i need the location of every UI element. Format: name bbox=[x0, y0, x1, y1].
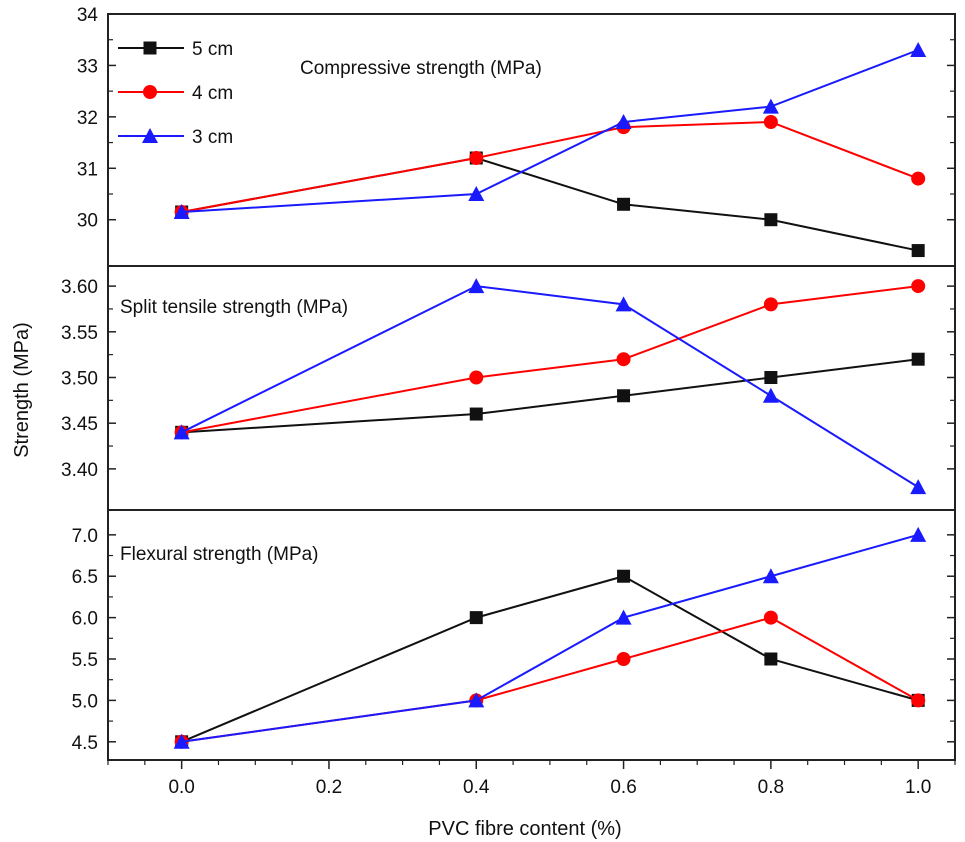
data-point-3cm bbox=[615, 609, 632, 625]
y-tick-label: 32 bbox=[77, 108, 98, 129]
data-point-3cm bbox=[468, 692, 485, 708]
x-tick-label: 0.6 bbox=[610, 777, 636, 798]
data-point-5cm bbox=[911, 244, 925, 258]
y-tick-label: 30 bbox=[77, 211, 98, 232]
data-point-3cm bbox=[173, 424, 190, 440]
panel-3: 4.5 5.0 5.5 6.0 6.5 7.0 Flexural strength (MPa… bbox=[72, 509, 956, 761]
data-point-3cm bbox=[910, 42, 927, 57]
data-point-3cm bbox=[910, 526, 927, 542]
y-tick-label: 3.40 bbox=[61, 460, 98, 481]
data-point-4cm bbox=[616, 352, 631, 367]
panel-frame bbox=[107, 13, 956, 267]
legend-item: 4 cm bbox=[118, 83, 233, 104]
data-point-5cm bbox=[469, 407, 483, 421]
legend-marker bbox=[143, 41, 157, 55]
y-tick-label: 3.50 bbox=[61, 368, 98, 389]
panel-title: Split tensile strength (MPa) bbox=[120, 297, 348, 318]
legend-label: 3 cm bbox=[192, 127, 233, 148]
y-tick-label: 34 bbox=[77, 5, 99, 26]
data-point-3cm bbox=[468, 278, 485, 294]
data-point-3cm bbox=[762, 387, 779, 403]
y-tick-label: 7.0 bbox=[72, 526, 98, 547]
x-tick-label: 0.0 bbox=[168, 777, 194, 798]
y-tick-label: 4.5 bbox=[72, 733, 98, 754]
data-point-5cm bbox=[469, 611, 483, 625]
data-point-4cm bbox=[763, 610, 778, 625]
series-line-3cm bbox=[181, 49, 919, 213]
data-point-4cm bbox=[469, 370, 484, 385]
series-line-4cm bbox=[181, 120, 919, 213]
series-line-5cm bbox=[181, 358, 919, 434]
legend-item: 5 cm bbox=[118, 39, 233, 60]
data-point-3cm bbox=[468, 186, 485, 201]
legend-label: 5 cm bbox=[192, 39, 233, 60]
data-point-3cm bbox=[173, 733, 190, 749]
x-tick-label: 0.8 bbox=[758, 777, 784, 798]
data-point-4cm bbox=[469, 151, 484, 165]
data-point-3cm bbox=[910, 479, 927, 495]
y-tick-label: 5.0 bbox=[72, 691, 98, 712]
y-tick-label: 3.45 bbox=[61, 414, 98, 435]
data-point-5cm bbox=[764, 370, 778, 384]
data-point-5cm bbox=[617, 389, 631, 403]
y-axis-title: Strength (MPa) bbox=[11, 322, 33, 458]
legend: 5 cm 4 cm 3 cm bbox=[118, 39, 233, 148]
data-point-3cm bbox=[615, 296, 632, 312]
x-axis-title: PVC fibre content (%) bbox=[428, 818, 621, 840]
x-axis: 0.0 0.2 0.4 0.6 0.8 1.0 bbox=[107, 760, 956, 798]
y-tick-label: 3.60 bbox=[61, 277, 98, 298]
chart-panels: 30 31 32 33 34 Compressive strength (MPa) 3.40… bbox=[61, 5, 956, 761]
y-tick-label: 3.55 bbox=[61, 323, 98, 344]
panel-title: Compressive strength (MPa) bbox=[300, 58, 542, 79]
y-tick-label: 5.5 bbox=[72, 650, 98, 671]
data-point-5cm bbox=[764, 652, 778, 666]
y-tick-label: 6.0 bbox=[72, 609, 98, 630]
y-tick-label: 31 bbox=[77, 159, 98, 180]
legend-label: 4 cm bbox=[192, 83, 233, 104]
data-point-4cm bbox=[616, 652, 631, 667]
x-tick-label: 1.0 bbox=[905, 777, 931, 798]
panel-frame bbox=[107, 509, 956, 761]
series-line-4cm bbox=[181, 616, 919, 743]
x-tick-label: 0.4 bbox=[463, 777, 490, 798]
data-point-4cm bbox=[911, 279, 926, 294]
data-point-4cm bbox=[763, 297, 778, 312]
y-tick-label: 33 bbox=[77, 56, 98, 77]
panel-2: 3.40 3.45 3.50 3.55 3.60 Split tensile streng… bbox=[61, 265, 956, 511]
data-point-4cm bbox=[911, 171, 926, 186]
data-point-4cm bbox=[911, 693, 926, 708]
panel-title: Flexural strength (MPa) bbox=[120, 544, 319, 565]
data-point-5cm bbox=[617, 569, 631, 583]
data-point-4cm bbox=[763, 115, 778, 129]
x-tick-label: 0.2 bbox=[316, 777, 342, 798]
data-point-5cm bbox=[911, 352, 925, 366]
data-point-3cm bbox=[173, 204, 190, 219]
data-point-3cm bbox=[762, 98, 779, 114]
legend-marker bbox=[143, 85, 157, 99]
data-point-5cm bbox=[764, 213, 778, 227]
data-point-3cm bbox=[615, 114, 632, 129]
data-point-3cm bbox=[762, 568, 779, 584]
data-point-5cm bbox=[617, 197, 631, 211]
y-tick-label: 6.5 bbox=[72, 567, 98, 588]
legend-item: 3 cm bbox=[118, 127, 233, 148]
legend-marker bbox=[142, 128, 158, 143]
